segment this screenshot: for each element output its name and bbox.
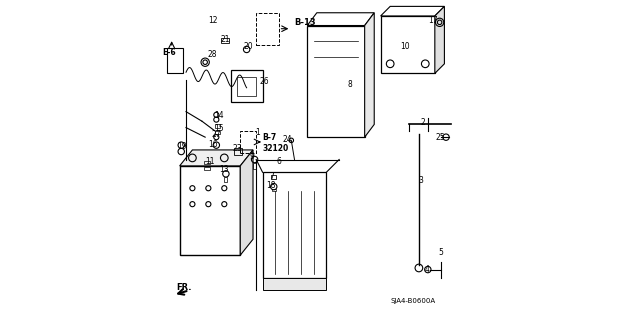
Text: 1: 1 [255, 128, 260, 137]
Text: E-6: E-6 [162, 48, 176, 57]
Text: 25: 25 [435, 133, 445, 142]
Text: 27: 27 [212, 130, 221, 139]
Bar [271, 175, 276, 179]
Bar [381, 16, 435, 73]
Bar [230, 70, 262, 102]
Bar [221, 38, 229, 43]
Text: 8: 8 [348, 80, 353, 89]
Bar [204, 161, 210, 164]
Bar [215, 131, 220, 134]
Bar [271, 189, 276, 191]
Text: 10: 10 [401, 42, 410, 51]
Bar [253, 163, 256, 169]
Text: B-13: B-13 [294, 18, 316, 27]
Bar [240, 131, 256, 153]
Text: 14: 14 [214, 111, 224, 120]
Text: 4: 4 [424, 265, 429, 274]
Text: 12: 12 [208, 16, 218, 25]
Text: B-7: B-7 [262, 133, 277, 142]
Text: 2: 2 [420, 118, 425, 127]
Text: 3: 3 [418, 176, 423, 185]
Text: 11: 11 [205, 157, 215, 166]
Bar [256, 13, 278, 45]
Text: 23: 23 [232, 144, 242, 152]
Bar [262, 172, 326, 278]
Text: SJA4-B0600A: SJA4-B0600A [390, 299, 435, 304]
Bar [224, 177, 227, 182]
Text: 17: 17 [428, 16, 438, 25]
Polygon shape [365, 13, 374, 137]
Polygon shape [240, 150, 253, 255]
Text: 18: 18 [266, 182, 276, 190]
Text: 21: 21 [221, 35, 230, 44]
Text: 6: 6 [276, 157, 282, 166]
Bar [262, 278, 326, 290]
Polygon shape [180, 150, 253, 166]
Bar [204, 167, 210, 170]
Text: 19: 19 [177, 142, 187, 151]
Text: 9: 9 [250, 152, 254, 161]
Text: 5: 5 [438, 248, 443, 256]
Bar [307, 26, 365, 137]
Text: 16: 16 [208, 140, 218, 149]
Polygon shape [381, 6, 444, 16]
Text: 32120: 32120 [262, 144, 289, 153]
Text: 20: 20 [243, 42, 253, 51]
Bar [237, 77, 256, 96]
Bar [234, 148, 242, 155]
Text: 24: 24 [282, 135, 292, 144]
Bar [180, 166, 240, 255]
Bar [167, 48, 183, 73]
Text: FR.: FR. [177, 283, 192, 292]
Text: 15: 15 [214, 124, 224, 133]
Text: 13: 13 [220, 165, 229, 174]
Polygon shape [435, 6, 444, 73]
Text: 28: 28 [207, 50, 216, 59]
Text: 26: 26 [259, 78, 269, 86]
Bar [215, 124, 220, 128]
Text: 7: 7 [269, 172, 275, 181]
Polygon shape [307, 13, 374, 26]
